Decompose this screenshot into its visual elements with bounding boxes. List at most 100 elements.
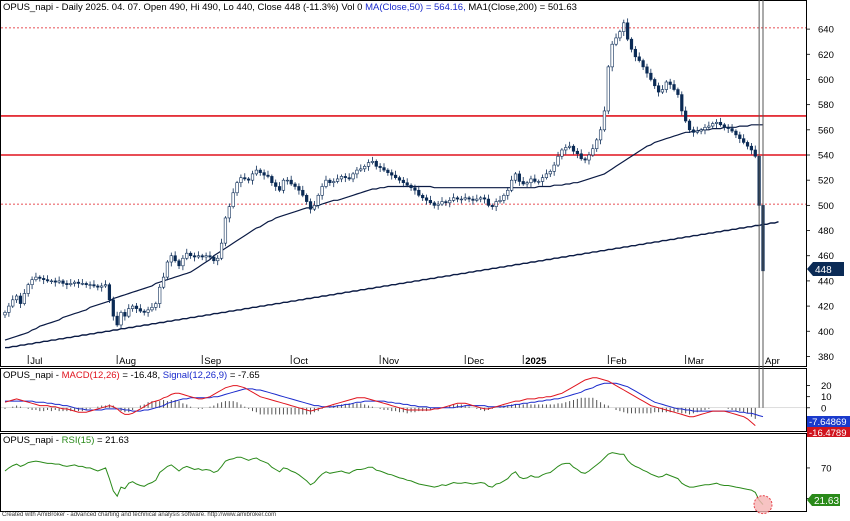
candle — [629, 37, 634, 53]
candle — [351, 172, 355, 183]
candle — [533, 174, 537, 184]
candle-body — [347, 177, 351, 180]
candle — [301, 185, 305, 198]
candle — [335, 174, 340, 184]
candle-body — [3, 312, 7, 316]
candle-body — [598, 129, 603, 141]
y-tick-label: 580 — [818, 100, 834, 111]
x-tick-label: Nov — [382, 356, 399, 367]
candle — [552, 161, 556, 176]
candle — [405, 178, 409, 188]
candle-body — [676, 89, 680, 95]
candle-body — [595, 139, 599, 150]
candle-body — [575, 150, 579, 155]
candle — [579, 149, 583, 161]
candle-body — [486, 198, 491, 206]
candle — [699, 127, 703, 135]
y-tick-label: 640 — [818, 25, 834, 36]
candle — [722, 122, 726, 131]
candle-body — [622, 22, 626, 32]
candle — [289, 175, 293, 186]
candle-body — [312, 205, 316, 210]
candle-body — [583, 158, 587, 161]
candle-body — [540, 177, 545, 182]
candle — [618, 29, 622, 42]
candle-body — [247, 178, 251, 181]
candle-body — [18, 295, 23, 304]
macd-series: -1001020 — [1, 0, 835, 426]
macd-y-tick-label: 0 — [821, 403, 826, 414]
candle — [285, 177, 289, 185]
candle — [343, 173, 347, 183]
candle-body — [212, 256, 216, 262]
candle — [22, 289, 26, 306]
candle-body — [409, 184, 413, 189]
candle-body — [529, 178, 533, 184]
candle-body — [455, 197, 460, 200]
candle — [216, 255, 220, 266]
candle — [324, 175, 328, 189]
candle — [173, 251, 177, 263]
candle — [428, 195, 433, 205]
candle-body — [641, 60, 645, 68]
date-x-axis: Jul Aug Sep Oct Nov Dec 2025 Feb Mar Apr — [27, 355, 780, 367]
y-tick-label: 440 — [818, 276, 834, 287]
candle-body — [15, 295, 19, 301]
candle-body — [150, 307, 154, 311]
macd-panel — [0, 368, 807, 432]
candle-body — [177, 260, 181, 267]
candle-body — [69, 283, 73, 285]
candle-body — [243, 177, 247, 180]
candle-body — [707, 125, 711, 128]
candle-body — [274, 182, 278, 187]
candle-body — [351, 173, 355, 180]
candle — [332, 178, 336, 188]
candle-body — [61, 280, 65, 284]
candle-body — [119, 312, 123, 326]
macd-header-label: MACD(12,26) — [62, 370, 120, 381]
candle-body — [506, 189, 510, 196]
candle-body — [417, 189, 421, 196]
candle-body — [440, 201, 444, 205]
candle-body — [189, 252, 193, 257]
candle-body — [560, 149, 564, 157]
candle-body — [753, 149, 757, 157]
candle — [444, 199, 448, 206]
candle — [626, 18, 630, 42]
candle-body — [432, 202, 436, 206]
candle — [726, 124, 730, 133]
candle — [637, 52, 641, 63]
candle — [571, 144, 576, 155]
candle-body — [355, 169, 359, 175]
price-panel-header: OPUS_napi - Daily 2025. 04. 07. Open 490… — [3, 2, 577, 13]
candle-body — [22, 293, 26, 304]
y-tick-label: 480 — [818, 226, 834, 237]
macd-header-value: = -16.48, — [120, 370, 163, 381]
candle — [53, 277, 57, 287]
candle-body — [301, 189, 305, 196]
y-tick-label: 400 — [818, 327, 834, 338]
candle — [409, 183, 413, 191]
candle — [548, 169, 552, 178]
candle-body — [510, 179, 514, 191]
candle — [591, 144, 595, 157]
candle-body — [154, 303, 158, 308]
candle-body — [726, 127, 730, 129]
macd-line — [4, 377, 756, 426]
candle-body — [239, 177, 243, 184]
candle-body — [320, 186, 324, 196]
candle — [339, 174, 344, 183]
candle-body — [200, 255, 204, 258]
candle — [254, 165, 258, 176]
candle — [525, 180, 529, 188]
candle-body — [158, 286, 162, 304]
candle-body — [548, 171, 552, 175]
candle-body — [208, 255, 212, 258]
candle-body — [161, 276, 166, 288]
credit-footer: Created with AmiBroker - advanced charti… — [2, 512, 277, 518]
candle-body — [53, 280, 57, 283]
candle — [452, 193, 456, 203]
macd-header-symbol: OPUS_napi — [3, 370, 53, 381]
candle — [595, 138, 599, 152]
